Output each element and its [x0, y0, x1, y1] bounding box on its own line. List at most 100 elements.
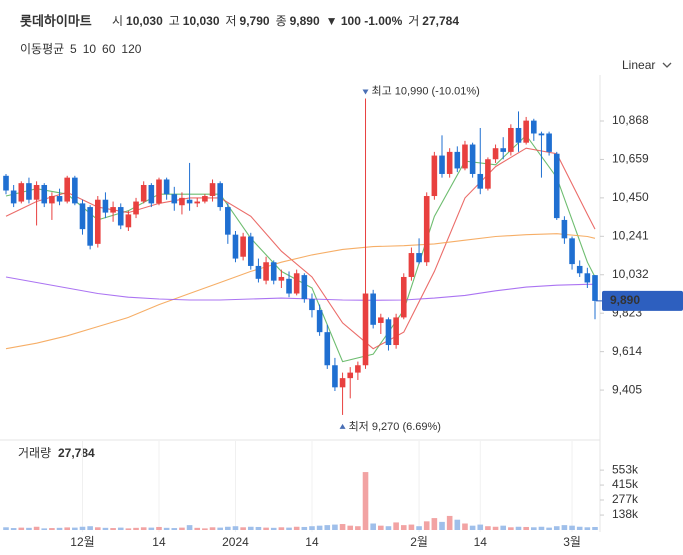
volume-label: 거래량: [18, 446, 51, 460]
volume-bar: [263, 527, 269, 530]
candle-body: [439, 155, 445, 174]
volume-bar: [454, 519, 461, 530]
volume-bar: [400, 525, 407, 530]
candle-body: [186, 199, 193, 204]
volume-tick-label: 553k: [612, 462, 639, 476]
volume-bar: [546, 527, 552, 530]
candle-body: [592, 275, 598, 301]
x-tick-label: 14: [305, 535, 319, 549]
volume-bar: [194, 527, 201, 530]
volume-bar: [500, 525, 507, 530]
candle-body: [477, 173, 484, 189]
candle-body: [278, 276, 285, 281]
volume-bar: [156, 526, 162, 530]
candle-body: [64, 177, 70, 202]
candle-body: [446, 151, 453, 174]
candle-body: [26, 183, 32, 200]
volume-bar: [332, 524, 338, 530]
candle-body: [293, 273, 300, 294]
dropdown-chevron[interactable]: [662, 62, 672, 68]
volume-bar: [41, 528, 48, 530]
volume-bar: [561, 525, 568, 530]
candle-body: [10, 190, 17, 204]
candle-body: [49, 196, 55, 204]
candle-body: [508, 127, 514, 152]
summary-label: 종: [276, 14, 287, 28]
ma-label: 이동평균: [20, 42, 64, 56]
scale-label[interactable]: Linear: [622, 58, 655, 72]
candle-body: [56, 196, 63, 202]
x-tick-label: 3월: [563, 535, 581, 549]
candle-body: [94, 199, 101, 244]
candle-body: [286, 278, 292, 294]
legend-entry: 10: [83, 42, 97, 56]
candle-body: [41, 184, 48, 204]
candle-body: [454, 151, 461, 169]
volume-bar: [278, 527, 285, 530]
volume-bar: [125, 528, 132, 530]
candle-body: [202, 196, 208, 202]
volume-bar: [72, 527, 78, 530]
legend-entry: 60: [102, 42, 116, 56]
ma-line: [5, 233, 596, 350]
summary-label: 고: [169, 14, 180, 28]
annotation-marker: [339, 423, 346, 429]
candle-body: [408, 253, 415, 277]
volume-bar: [148, 527, 155, 530]
volume-bar: [179, 527, 185, 530]
y-tick-label: 10,032: [612, 267, 649, 281]
volume-bar: [370, 523, 376, 530]
candle-body: [148, 184, 155, 204]
candle-body: [209, 183, 216, 197]
candle-body: [431, 155, 438, 197]
candle-body: [255, 265, 262, 279]
volume-bar: [492, 526, 499, 530]
candle-body: [355, 365, 361, 373]
candle-body: [33, 184, 40, 200]
x-tick-label: 2월: [410, 535, 428, 549]
candle-body: [247, 236, 254, 266]
price-change: ▼ 100 -1.00%: [326, 14, 403, 28]
volume-bar: [64, 527, 70, 530]
candle-body: [400, 276, 407, 318]
candle-body: [339, 378, 346, 388]
volume-bar: [49, 528, 55, 530]
candle-body: [217, 183, 223, 208]
volume-bar: [553, 526, 560, 530]
summary-label: 저: [226, 14, 237, 28]
candle-body: [171, 194, 178, 204]
ma-line: [5, 134, 596, 363]
summary-label: 시: [112, 14, 123, 28]
volume-bar: [462, 523, 468, 530]
candle-body: [462, 144, 468, 169]
y-tick-label: 10,659: [612, 152, 649, 166]
volume-bar: [393, 522, 399, 530]
volume-bar: [477, 524, 484, 530]
candle-body: [240, 236, 246, 257]
volume-bar: [163, 527, 170, 530]
candle-body: [301, 275, 308, 300]
candle-body: [156, 179, 162, 204]
candle-body: [18, 183, 25, 202]
summary-value: 9,890: [290, 14, 320, 28]
candle-body: [515, 127, 522, 143]
volume-bar: [569, 525, 575, 530]
volume-bar: [362, 472, 369, 530]
candle-body: [385, 319, 392, 346]
volume-bar: [10, 528, 17, 530]
volume-bar: [584, 527, 591, 530]
volume-bar: [270, 527, 277, 530]
volume-bar: [576, 526, 583, 530]
volume-bar: [416, 526, 422, 530]
candle-body: [485, 159, 491, 189]
candle-body: [79, 203, 86, 230]
volume-bar: [110, 528, 116, 530]
volume-bar: [309, 526, 315, 530]
volume-bar: [431, 518, 438, 530]
volume-bar: [171, 528, 178, 530]
candle-body: [263, 262, 269, 281]
candle-body: [332, 365, 338, 388]
candle-body: [416, 253, 422, 263]
volume-bar: [531, 527, 537, 530]
